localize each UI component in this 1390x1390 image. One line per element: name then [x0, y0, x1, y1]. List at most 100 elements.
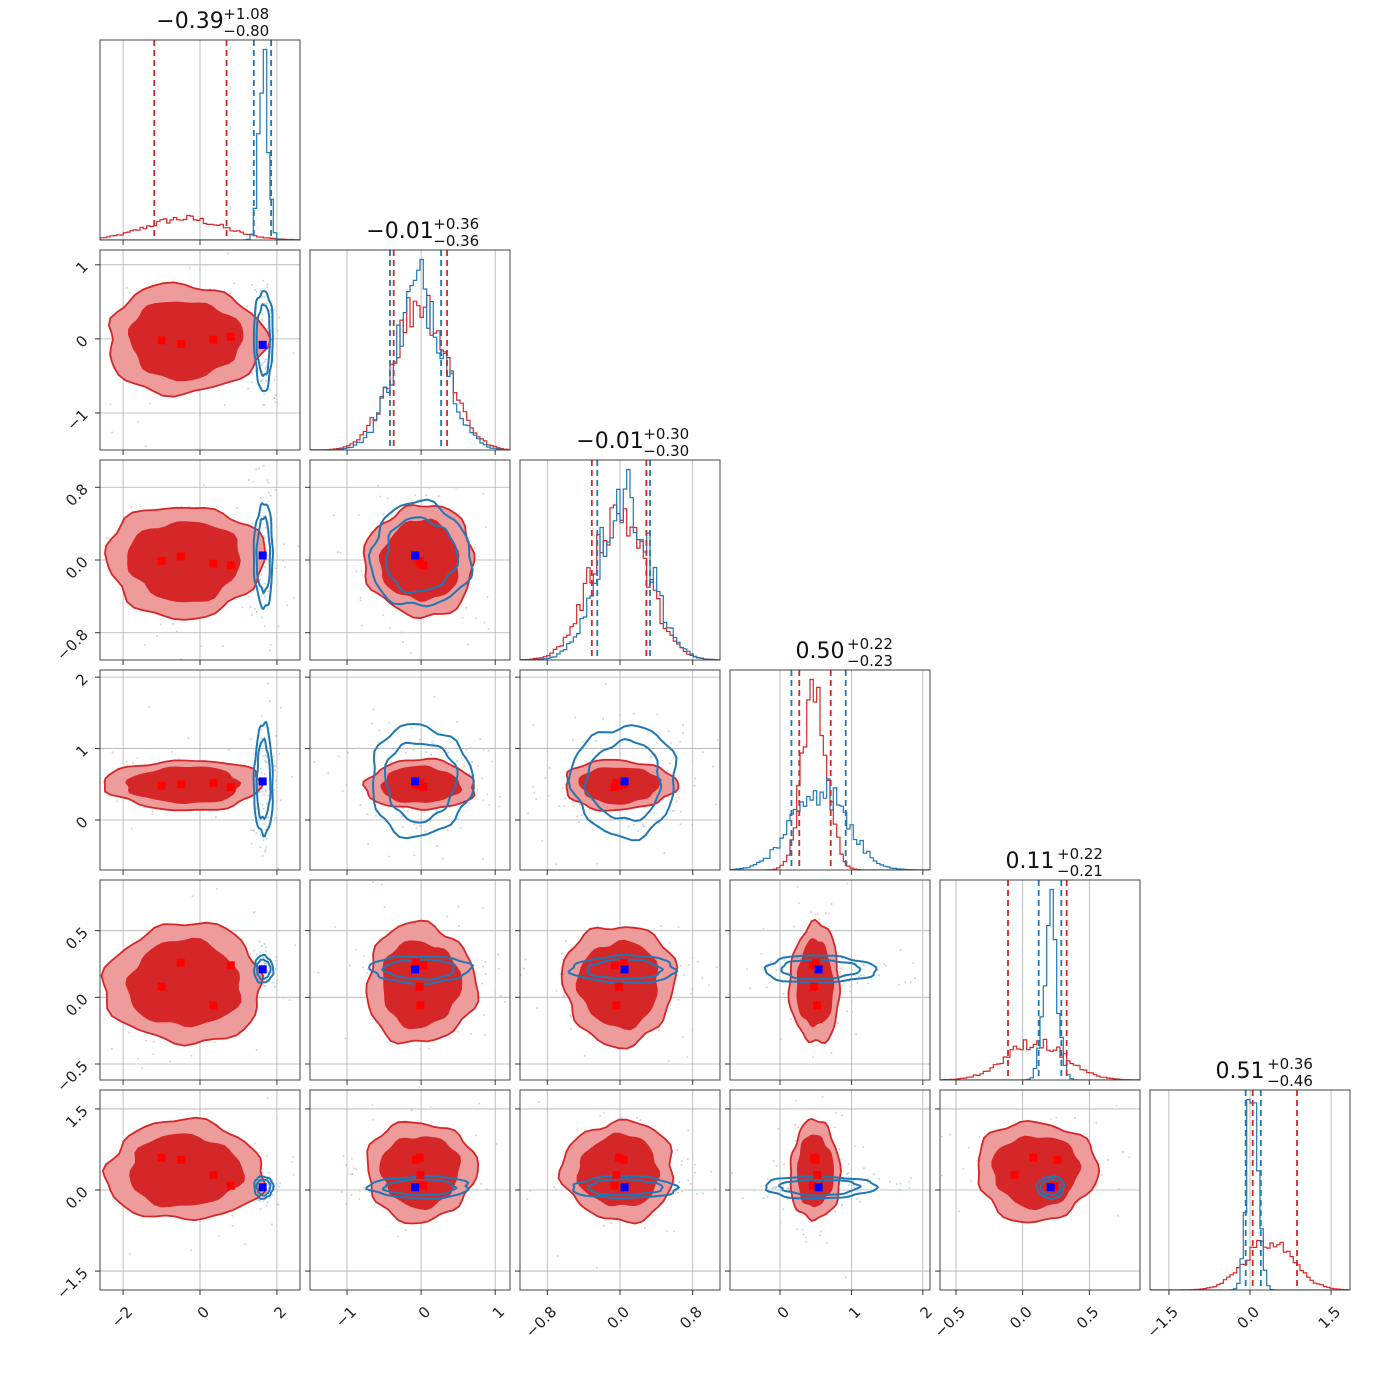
sample-point-model-a	[170, 751, 173, 753]
sample-point-model-a	[849, 985, 852, 988]
x-tick-label: 1.5	[1315, 1303, 1345, 1333]
sample-point-model-a	[251, 371, 253, 374]
sample-point-model-a	[290, 1161, 293, 1163]
sample-point-model-b	[283, 543, 285, 546]
sample-point-model-b	[276, 329, 279, 332]
sample-point-model-b	[277, 867, 280, 870]
sample-point-model-a	[666, 1230, 669, 1233]
title-value: 0.11	[1006, 849, 1055, 874]
sample-point-model-b	[266, 826, 269, 828]
contour-outer-model-b	[367, 498, 474, 608]
sample-point-model-a	[583, 1054, 586, 1057]
sample-point-model-a	[130, 505, 133, 508]
sample-point-model-a	[265, 790, 268, 793]
sample-point-model-b	[527, 965, 529, 967]
sample-point-model-a	[286, 604, 289, 607]
sample-point-model-a	[77, 350, 79, 352]
sample-point-model-b	[683, 973, 685, 976]
sample-point-model-b	[688, 982, 690, 984]
sample-point-model-b	[602, 717, 605, 720]
sample-point-model-a	[825, 912, 827, 915]
sample-point-model-a	[200, 645, 203, 648]
sample-point-model-b	[412, 656, 414, 658]
sample-point-model-b	[604, 683, 607, 686]
marker-model-b	[411, 777, 420, 786]
sample-point-model-b	[253, 949, 256, 952]
sample-point-model-a	[805, 1106, 807, 1108]
sample-point-model-a	[255, 1049, 258, 1051]
sample-point-model-b	[774, 1187, 777, 1190]
sample-point-model-b	[486, 1188, 488, 1191]
sample-point-model-a	[468, 801, 471, 804]
sample-point-model-a	[349, 1172, 352, 1175]
contour-inner-model-b	[385, 516, 460, 594]
sample-point-model-b	[350, 1194, 353, 1196]
sample-point-model-a	[533, 791, 536, 794]
sample-point-model-b	[428, 487, 431, 489]
sample-point-model-a	[308, 805, 310, 807]
sample-point-model-b	[269, 1196, 272, 1199]
sample-point-model-a	[1190, 1131, 1192, 1133]
contour-outer-model-b	[252, 720, 274, 838]
marker-model-a	[226, 332, 235, 341]
marker-model-a	[411, 1155, 420, 1164]
sample-point-model-a	[796, 885, 799, 888]
marker-model-a	[226, 1181, 235, 1190]
marker-model-a	[157, 1153, 166, 1162]
marker-model-b	[1046, 1183, 1055, 1192]
sample-point-model-a	[535, 949, 537, 951]
sample-point-model-a	[357, 747, 360, 750]
marker-model-a	[416, 778, 425, 787]
sample-point-model-b	[260, 963, 263, 966]
sample-point-model-b	[429, 820, 432, 823]
sample-point-model-b	[644, 666, 646, 668]
sample-point-model-a	[782, 992, 785, 995]
marker-model-b	[411, 1183, 420, 1192]
y-tick-label: 0.0	[62, 990, 92, 1020]
sample-point-model-b	[259, 846, 262, 849]
marker-model-a	[419, 783, 428, 792]
sample-point-model-a	[672, 1230, 675, 1233]
sample-point-model-a	[316, 934, 318, 936]
sample-point-model-b	[258, 791, 261, 793]
sample-point-model-b	[340, 1190, 343, 1193]
sample-point-model-b	[261, 616, 264, 619]
sample-point-model-b	[267, 491, 270, 494]
sample-point-model-b	[695, 1192, 698, 1195]
sample-point-model-a	[680, 1164, 683, 1166]
sample-point-model-b	[265, 302, 268, 305]
sample-point-model-a	[137, 421, 140, 424]
sample-point-model-b	[260, 593, 263, 596]
x-tick-label: 0.8	[676, 1303, 706, 1333]
sample-point-model-a	[68, 1183, 70, 1185]
sample-point-model-a	[834, 1111, 837, 1114]
sample-point-model-b	[264, 366, 267, 368]
sample-point-model-b	[909, 1177, 912, 1179]
sample-point-model-a	[794, 1123, 797, 1126]
marker-model-a	[157, 781, 166, 790]
sample-point-model-b	[262, 755, 265, 758]
sample-point-model-a	[151, 813, 154, 816]
sample-point-model-b	[277, 1203, 280, 1206]
sample-point-model-b	[263, 942, 266, 945]
panel-2-0: −0.8 0.0 0.8	[53, 459, 301, 665]
sample-point-model-a	[218, 1235, 221, 1238]
panel-frame	[939, 879, 1141, 1081]
marker-model-a	[416, 1170, 425, 1179]
sample-point-model-a	[846, 882, 849, 885]
sample-point-model-a	[556, 1255, 559, 1257]
sample-point-model-a	[148, 705, 151, 708]
sample-point-model-a	[482, 492, 485, 495]
x-tick-label: 0.0	[1006, 1303, 1036, 1333]
sample-point-model-b	[883, 963, 886, 966]
x-tick-label: 0	[415, 1303, 434, 1322]
sample-point-model-a	[667, 1059, 670, 1062]
sample-point-model-a	[282, 559, 285, 562]
panel-frame	[729, 879, 931, 1081]
y-tick-label: 0	[72, 813, 91, 832]
sample-point-model-a	[77, 355, 79, 357]
marker-model-a	[811, 1155, 820, 1164]
sample-point-model-b	[839, 970, 842, 973]
sample-point-model-a	[162, 1077, 164, 1079]
x-tick-label: −2	[108, 1303, 136, 1331]
